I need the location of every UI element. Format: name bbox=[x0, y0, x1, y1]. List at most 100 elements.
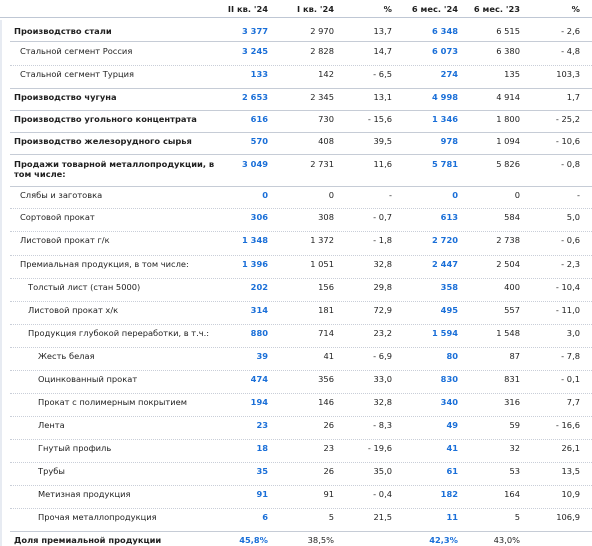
row-value-col5: 831 bbox=[504, 374, 520, 384]
row-divider bbox=[10, 347, 592, 348]
header-q2-2024: II кв. '24 bbox=[227, 4, 268, 14]
row-value-col3: 11,6 bbox=[373, 159, 392, 169]
row-value-col1: 3 377 bbox=[242, 26, 268, 36]
row-value-col3: 32,8 bbox=[373, 397, 392, 407]
row-value-col6: - 0,8 bbox=[561, 159, 580, 169]
table-row: Прочая металлопродукция 6 5 21,5 11 5 106,9 bbox=[0, 510, 592, 532]
table-row: Доля премиальной продукции 45,8% 38,5% 42,3… bbox=[0, 533, 592, 546]
row-value-col3: - 0,4 bbox=[373, 489, 392, 499]
row-value-col2: 38,5% bbox=[307, 535, 334, 545]
table-row: Толстый лист (стан 5000) 202 156 29,8 358 400… bbox=[0, 280, 592, 302]
row-value-col5: 0 bbox=[514, 190, 520, 200]
row-value-col2: 156 bbox=[318, 282, 334, 292]
row-value-col6: 1,7 bbox=[566, 92, 580, 102]
row-divider bbox=[10, 462, 592, 463]
row-label: Производство железорудного сырья bbox=[14, 136, 192, 146]
row-value-col1: 306 bbox=[250, 212, 268, 222]
row-divider bbox=[10, 186, 592, 187]
row-value-col2: 308 bbox=[318, 212, 334, 222]
row-value-col1: 570 bbox=[250, 136, 268, 146]
row-label: Производство чугуна bbox=[14, 92, 117, 102]
row-value-col2: 2 731 bbox=[310, 159, 334, 169]
row-label: Премиальная продукция, в том числе: bbox=[20, 259, 189, 269]
table-row: Трубы 35 26 35,0 61 53 13,5 bbox=[0, 464, 592, 486]
left-margin-bar bbox=[0, 20, 2, 546]
row-value-col6: - 0,6 bbox=[561, 235, 580, 245]
table-row: Премиальная продукция, в том числе: 1 396… bbox=[0, 257, 592, 279]
row-value-col3: - 0,7 bbox=[373, 212, 392, 222]
row-value-col4: 1 346 bbox=[432, 114, 458, 124]
row-value-col2: 23 bbox=[323, 443, 334, 453]
row-value-col1: 133 bbox=[250, 69, 268, 79]
row-value-col4: 11 bbox=[446, 512, 458, 522]
row-value-col4: 5 781 bbox=[432, 159, 458, 169]
row-value-col1: 91 bbox=[256, 489, 268, 499]
row-value-col1: 3 049 bbox=[242, 159, 268, 169]
header-6m-2023: 6 мес. '23 bbox=[473, 4, 520, 14]
row-label: Прокат с полимерным покрытием bbox=[38, 397, 187, 407]
row-value-col5: 32 bbox=[509, 443, 520, 453]
row-label: Трубы bbox=[38, 466, 65, 476]
row-divider bbox=[10, 508, 592, 509]
row-value-col4: 2 720 bbox=[432, 235, 458, 245]
row-divider bbox=[10, 132, 592, 133]
row-value-col5: 5 bbox=[514, 512, 520, 522]
row-value-col1: 0 bbox=[262, 190, 268, 200]
row-divider bbox=[10, 416, 592, 417]
row-value-col6: 106,9 bbox=[556, 512, 580, 522]
row-label: Листовой прокат г/к bbox=[20, 235, 110, 245]
row-value-col5: 584 bbox=[504, 212, 520, 222]
row-label: Метизная продукция bbox=[38, 489, 131, 499]
row-value-col6: - 10,6 bbox=[555, 136, 580, 146]
row-value-col6: - bbox=[577, 190, 580, 200]
table-row: Листовой прокат х/к 314 181 72,9 495 557 - 11,… bbox=[0, 303, 592, 325]
row-value-col2: 2 970 bbox=[310, 26, 334, 36]
row-value-col3: 33,0 bbox=[373, 374, 392, 384]
row-value-col1: 18 bbox=[256, 443, 268, 453]
row-value-col4: 80 bbox=[446, 351, 458, 361]
row-label: Листовой прокат х/к bbox=[28, 305, 119, 315]
row-value-col1: 6 bbox=[262, 512, 268, 522]
row-value-col2: 26 bbox=[323, 420, 334, 430]
header-percent-q: % bbox=[383, 4, 392, 14]
row-value-col5: 135 bbox=[504, 69, 520, 79]
row-value-col4: 42,3% bbox=[429, 535, 458, 545]
row-label: Продукция глубокой переработки, в т.ч.: bbox=[28, 328, 210, 338]
row-value-col6: - 0,1 bbox=[561, 374, 580, 384]
row-value-col4: 495 bbox=[440, 305, 458, 315]
row-label: Стальной сегмент Россия bbox=[20, 46, 133, 56]
row-divider bbox=[10, 65, 592, 66]
row-value-col6: - 2,3 bbox=[561, 259, 580, 269]
row-divider bbox=[10, 531, 592, 532]
row-value-col6: 7,7 bbox=[566, 397, 580, 407]
row-value-col6: - 25,2 bbox=[555, 114, 580, 124]
row-label: Производство стали bbox=[14, 26, 112, 36]
row-value-col3: 13,7 bbox=[373, 26, 392, 36]
row-label: Гнутый профиль bbox=[38, 443, 112, 453]
row-value-col3: 29,8 bbox=[373, 282, 392, 292]
row-label: Сортовой прокат bbox=[20, 212, 95, 222]
row-value-col1: 314 bbox=[250, 305, 268, 315]
row-value-col1: 2 653 bbox=[242, 92, 268, 102]
row-label: Слябы и заготовка bbox=[20, 190, 103, 200]
row-value-col6: - 16,6 bbox=[555, 420, 580, 430]
row-value-col4: 340 bbox=[440, 397, 458, 407]
table-row: Оцинкованный прокат 474 356 33,0 830 831 - 0,1 bbox=[0, 372, 592, 394]
row-value-col5: 1 800 bbox=[496, 114, 520, 124]
row-value-col4: 6 073 bbox=[432, 46, 458, 56]
row-value-col2: 1 372 bbox=[310, 235, 334, 245]
row-value-col3: - 6,5 bbox=[373, 69, 392, 79]
row-value-col5: 53 bbox=[509, 466, 520, 476]
row-value-col3: 32,8 bbox=[373, 259, 392, 269]
table-row: Прокат с полимерным покрытием 194 146 32,8 3… bbox=[0, 395, 592, 417]
row-value-col4: 274 bbox=[440, 69, 458, 79]
row-value-col1: 23 bbox=[256, 420, 268, 430]
row-divider bbox=[10, 324, 592, 325]
row-value-col3: 35,0 bbox=[373, 466, 392, 476]
table-row: Производство железорудного сырья 570 408 39… bbox=[0, 134, 592, 155]
table-header: II кв. '24 I кв. '24 % 6 мес. '24 6 мес.… bbox=[0, 0, 592, 18]
row-value-col3: 14,7 bbox=[373, 46, 392, 56]
row-divider bbox=[10, 278, 592, 279]
row-value-col1: 474 bbox=[250, 374, 268, 384]
row-divider bbox=[10, 154, 592, 155]
